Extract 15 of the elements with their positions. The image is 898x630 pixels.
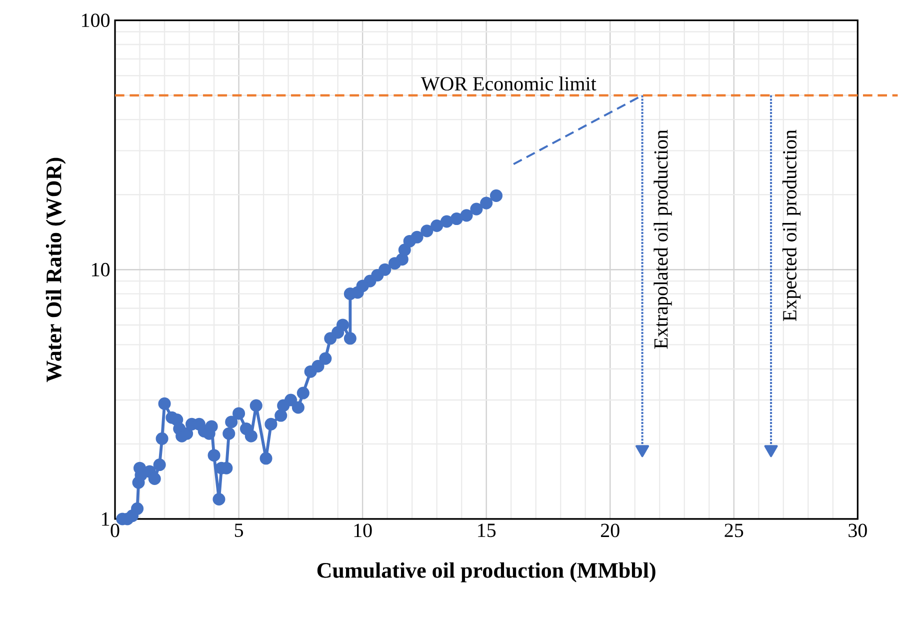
x-tick-label: 0 (110, 524, 120, 538)
annotation: Expected oil production (782, 130, 801, 322)
x-tick-label: 30 (848, 524, 867, 538)
x-tick-label: 25 (724, 524, 744, 538)
x-tick-label: 10 (354, 524, 372, 538)
x-tick-label: 15 (478, 524, 496, 538)
x-tick-label: 5 (234, 524, 244, 537)
y-axis-title: Water Oil Ratio (WOR) (46, 158, 66, 382)
annotation: Extrapolated oil production (654, 130, 672, 349)
x-tick-label: 20 (600, 524, 620, 538)
y-tick-label: 10 (92, 262, 110, 276)
y-tick-label: 1 (102, 512, 110, 526)
y-tick-label: 100 (82, 14, 110, 28)
ref-line-label: WOR Economic limit (420, 76, 596, 91)
x-axis-title: Cumulative oil production (MMbbl) (317, 562, 656, 582)
